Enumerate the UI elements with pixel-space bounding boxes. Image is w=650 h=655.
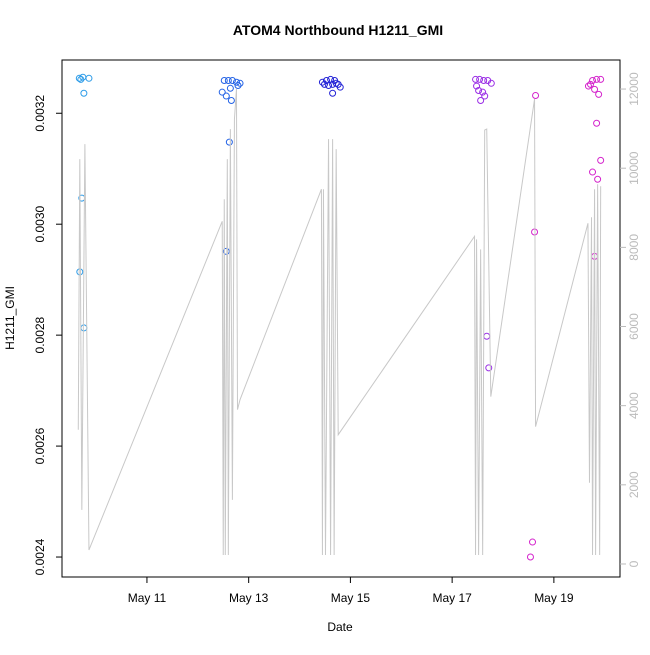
- y2-tick-label: 8000: [627, 234, 641, 261]
- data-point: [228, 77, 236, 85]
- y2-tick-label: 2000: [627, 471, 641, 498]
- data-point: [593, 75, 601, 83]
- y2-tick-label: 0: [627, 560, 641, 567]
- data-point: [591, 85, 599, 93]
- data-point: [226, 84, 234, 92]
- data-point: [477, 96, 485, 104]
- data-point: [77, 75, 85, 83]
- data-point: [222, 92, 230, 100]
- x-axis-label: Date: [327, 620, 353, 634]
- data-point: [487, 79, 495, 87]
- y2-tick-label: 12000: [627, 72, 641, 106]
- data-point: [483, 332, 491, 340]
- data-point: [472, 75, 480, 83]
- data-point: [336, 83, 344, 91]
- data-point: [586, 80, 594, 88]
- x-tick-label: May 19: [534, 591, 574, 605]
- y-tick-label: 0.0024: [33, 538, 47, 575]
- data-point: [597, 156, 605, 164]
- y-axis-label: H1211_GMI: [3, 286, 17, 350]
- data-point: [473, 82, 481, 90]
- y2-tick-label: 10000: [627, 151, 641, 185]
- data-point: [232, 78, 240, 86]
- data-point: [85, 74, 93, 82]
- data-point: [594, 175, 602, 183]
- x-tick-label: May 15: [331, 591, 371, 605]
- data-point: [329, 89, 337, 97]
- data-point: [589, 77, 597, 85]
- y2-tick-label: 6000: [627, 313, 641, 340]
- data-point: [227, 96, 235, 104]
- data-point: [329, 80, 337, 88]
- y-tick-label: 0.0028: [33, 316, 47, 353]
- y-tick-label: 0.0032: [33, 95, 47, 132]
- data-point: [584, 82, 592, 90]
- data-point: [234, 82, 242, 90]
- data-point: [320, 80, 328, 88]
- data-point: [325, 82, 333, 90]
- altitude-line: [77, 89, 602, 555]
- data-point: [318, 78, 326, 86]
- data-point: [532, 92, 540, 100]
- data-point: [80, 89, 88, 97]
- chart-title: ATOM4 Northbound H1211_GMI: [233, 22, 443, 38]
- data-point: [480, 77, 488, 85]
- data-point: [76, 268, 84, 276]
- x-tick-label: May 17: [432, 591, 472, 605]
- x-tick-label: May 11: [128, 591, 167, 605]
- data-point: [475, 87, 483, 95]
- data-point: [479, 88, 487, 96]
- data-point: [476, 75, 484, 83]
- data-point: [332, 79, 340, 87]
- data-point: [595, 90, 603, 98]
- data-point: [481, 92, 489, 100]
- plot-frame: [61, 59, 621, 578]
- data-point: [485, 364, 493, 372]
- data-point: [236, 79, 244, 87]
- data-point: [597, 75, 605, 83]
- y2-tick-label: 4000: [627, 392, 641, 419]
- data-point: [220, 77, 228, 85]
- x-tick-label: May 13: [229, 591, 269, 605]
- data-point: [225, 138, 233, 146]
- data-point: [218, 88, 226, 96]
- data-point: [529, 538, 537, 546]
- data-point: [75, 74, 83, 82]
- data-point: [593, 119, 601, 127]
- data-point: [589, 168, 597, 176]
- data-point: [526, 553, 534, 561]
- data-point: [224, 77, 232, 85]
- y-tick-label: 0.0030: [33, 206, 47, 243]
- y-tick-label: 0.0026: [33, 427, 47, 464]
